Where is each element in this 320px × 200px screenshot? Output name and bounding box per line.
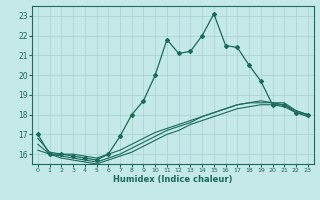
X-axis label: Humidex (Indice chaleur): Humidex (Indice chaleur) xyxy=(113,175,233,184)
